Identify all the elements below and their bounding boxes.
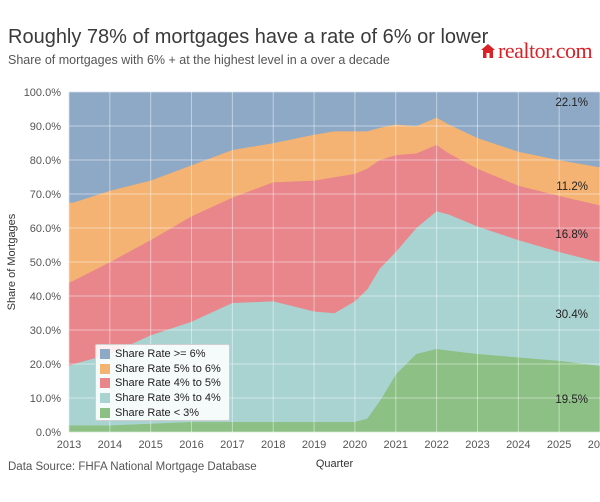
chart-title: Roughly 78% of mortgages have a rate of … <box>8 26 489 48</box>
x-tick-label: 2015 <box>138 439 162 451</box>
y-tick-label: 30.0% <box>30 325 61 337</box>
y-tick-label: 20.0% <box>30 359 61 371</box>
x-axis-label: Quarter <box>316 458 354 470</box>
x-tick-label: 2026 <box>588 439 600 451</box>
x-axis: 2013 2014 2015 2016 2017 2018 2019 2020 2021 2022… <box>57 439 600 451</box>
legend-item: Share Rate 4% to 5% <box>100 376 225 391</box>
legend-swatch <box>100 378 110 389</box>
gridlines <box>68 91 600 433</box>
y-tick-label: 40.0% <box>30 291 61 303</box>
chart-legend: Share Rate >= 6% Share Rate 5% to 6% Share… <box>95 344 230 421</box>
legend-swatch <box>100 407 110 418</box>
data-label: 19.5% <box>555 394 588 406</box>
legend-label: Share Rate < 3% <box>115 406 200 419</box>
y-axis: 0.0% 10.0% 20.0% 30.0% 40.0% 50.0% 60.0% 70.0% 8… <box>24 87 62 439</box>
legend-label: Share Rate 4% to 5% <box>115 377 221 390</box>
legend-item: Share Rate 5% to 6% <box>100 362 225 377</box>
y-tick-label: 50.0% <box>30 257 61 269</box>
x-tick-label: 2019 <box>302 439 326 451</box>
legend-label: Share Rate >= 6% <box>115 348 206 361</box>
x-tick-label: 2024 <box>506 439 530 451</box>
data-source: Data Source: FHFA National Mortgage Data… <box>8 461 257 473</box>
x-tick-label: 2025 <box>547 439 571 451</box>
x-tick-label: 2013 <box>57 439 81 451</box>
legend-item: Share Rate < 3% <box>100 405 225 420</box>
x-tick-label: 2017 <box>220 439 244 451</box>
x-tick-label: 2020 <box>343 439 367 451</box>
realtor-logo: realtor.com <box>480 38 593 64</box>
legend-swatch <box>100 363 110 374</box>
annotations: 22.1% 11.2% 16.8% 30.4% 19.5% <box>555 97 588 406</box>
data-label: 30.4% <box>555 309 588 321</box>
y-tick-label: 60.0% <box>30 223 61 235</box>
data-label: 16.8% <box>555 229 588 241</box>
x-tick-label: 2014 <box>98 439 122 451</box>
data-label: 11.2% <box>556 181 588 193</box>
legend-swatch <box>100 349 110 360</box>
chart-subtitle: Share of mortgages with 6% + at the high… <box>8 53 390 67</box>
x-tick-label: 2023 <box>465 439 489 451</box>
logo-text: realtor.com <box>498 38 593 63</box>
y-tick-label: 10.0% <box>30 393 61 405</box>
x-tick-label: 2018 <box>261 439 285 451</box>
legend-item: Share Rate 3% to 4% <box>100 391 225 406</box>
y-tick-label: 70.0% <box>30 189 61 201</box>
y-tick-label: 0.0% <box>36 427 61 439</box>
legend-label: Share Rate 3% to 4% <box>115 392 221 405</box>
y-tick-label: 90.0% <box>30 121 61 133</box>
data-label: 22.1% <box>555 97 588 109</box>
house-icon <box>481 44 495 58</box>
legend-label: Share Rate 5% to 6% <box>115 362 221 375</box>
y-axis-label: Share of Mortgages <box>6 213 18 310</box>
area-share-rate-6 <box>68 91 600 203</box>
x-tick-label: 2021 <box>384 439 408 451</box>
legend-item: Share Rate >= 6% <box>100 347 225 362</box>
legend-swatch <box>100 393 110 404</box>
x-tick-label: 2022 <box>424 439 448 451</box>
y-tick-label: 80.0% <box>30 155 61 167</box>
x-tick-label: 2016 <box>179 439 203 451</box>
y-tick-label: 100.0% <box>24 87 62 99</box>
